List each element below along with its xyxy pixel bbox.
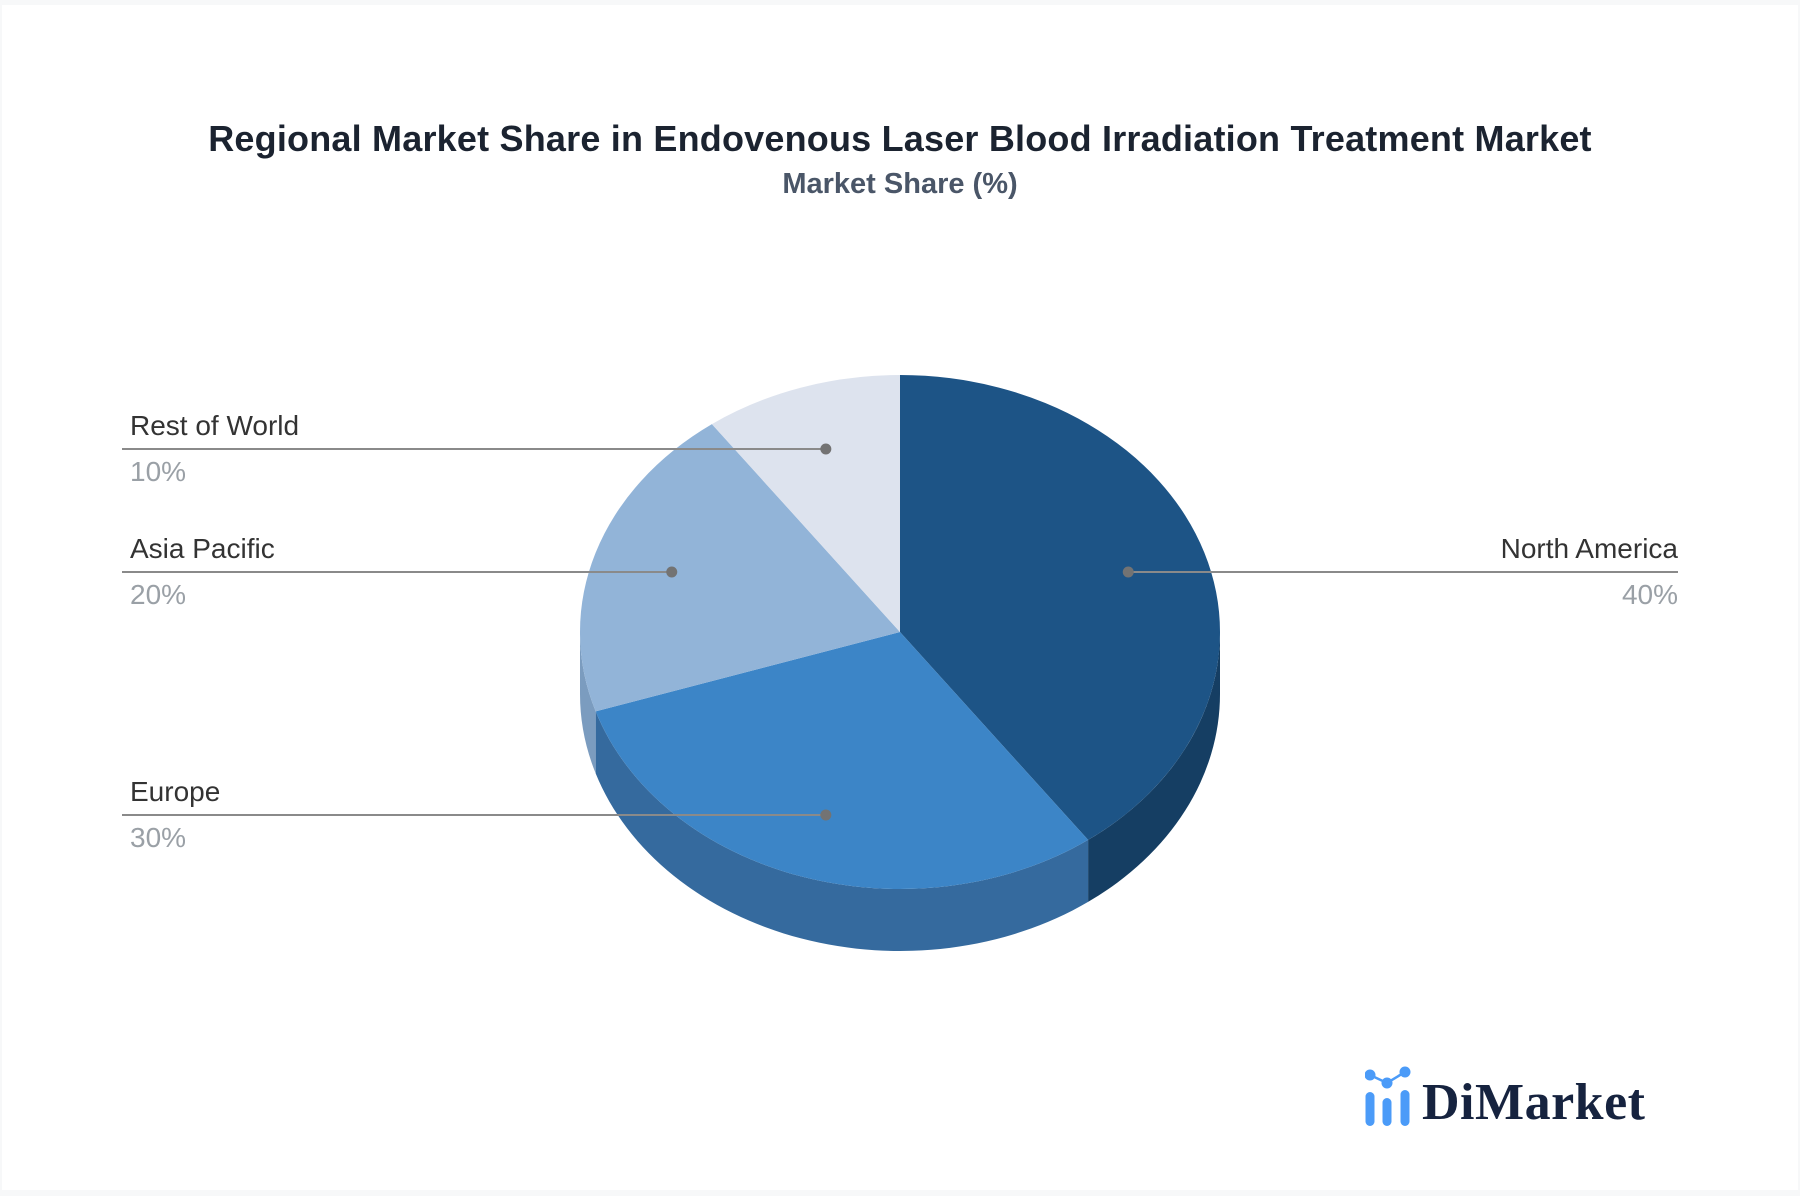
slice-value-asia-pacific: 20% xyxy=(130,579,187,610)
slice-label-europe: Europe xyxy=(130,776,221,807)
pie-slice-europe xyxy=(595,632,1089,889)
slice-label-rest-of-world: Rest of World xyxy=(130,410,300,441)
leader-dot-north-america xyxy=(1122,566,1134,578)
leader-dot-rest-of-world xyxy=(820,443,832,455)
logo-dot xyxy=(1399,1066,1411,1078)
slice-value-north-america: 40% xyxy=(1621,579,1678,610)
leader-dot-europe xyxy=(820,809,832,821)
slice-label-north-america: North America xyxy=(1500,533,1678,564)
brand-logo: DiMarket xyxy=(1365,1064,1646,1132)
chart-title: Regional Market Share in Endovenous Lase… xyxy=(208,118,1592,159)
brand-logo-text: DiMarket xyxy=(1422,1074,1646,1132)
slice-value-rest-of-world: 10% xyxy=(130,456,187,487)
chart-subtitle: Market Share (%) xyxy=(782,168,1018,200)
page-edge-right xyxy=(1798,0,1800,1196)
logo-bar xyxy=(1382,1098,1392,1126)
logo-dot xyxy=(1381,1077,1393,1089)
bar-line-chart-icon xyxy=(1365,1066,1411,1126)
pie-slice-side-europe xyxy=(595,711,1089,951)
pie-slice-side-asia-pacific xyxy=(580,632,596,774)
logo-dot xyxy=(1365,1069,1376,1081)
page-edge-bottom xyxy=(0,1190,1800,1196)
slice-value-europe: 30% xyxy=(130,822,187,853)
leader-dot-asia-pacific xyxy=(666,566,678,578)
logo-bar xyxy=(1400,1090,1410,1126)
logo-bar xyxy=(1365,1092,1375,1126)
pie-slice-rest-of-world xyxy=(711,375,900,632)
pie-slice-north-america xyxy=(900,375,1221,840)
page-edge-left xyxy=(0,0,2,1196)
page-edge-top xyxy=(0,0,1800,5)
pie-slice-asia-pacific xyxy=(580,424,900,712)
pie-slice-side-north-america xyxy=(1088,632,1220,902)
slice-label-asia-pacific: Asia Pacific xyxy=(130,533,275,564)
